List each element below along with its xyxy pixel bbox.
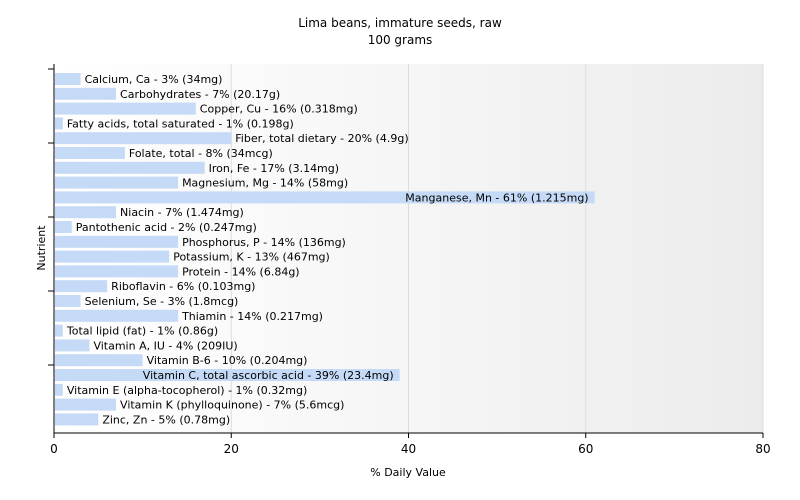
bar bbox=[55, 280, 108, 293]
bar-label: Total lipid (fat) - 1% (0.86g) bbox=[66, 325, 218, 338]
bar bbox=[55, 265, 179, 278]
bar-label: Iron, Fe - 17% (3.14mg) bbox=[209, 162, 339, 175]
bar bbox=[55, 250, 170, 263]
bar-label: Selenium, Se - 3% (1.8mcg) bbox=[85, 295, 239, 308]
bar-label: Phosphorus, P - 14% (136mg) bbox=[182, 236, 346, 249]
x-ticks: 0 20 40 60 80 bbox=[48, 68, 771, 456]
bar bbox=[55, 324, 63, 337]
bar bbox=[55, 354, 143, 367]
x-axis-label: % Daily Value bbox=[370, 466, 446, 479]
bars: Calcium, Ca - 3% (34mg) Carbohydrates - 7… bbox=[55, 73, 595, 426]
bar-label: Vitamin E (alpha-tocopherol) - 1% (0.32m… bbox=[67, 384, 307, 397]
bar-label: Fatty acids, total saturated - 1% (0.198… bbox=[67, 117, 294, 130]
bar bbox=[55, 369, 400, 381]
bar-label: Niacin - 7% (1.474mg) bbox=[120, 206, 244, 219]
bar-label: Fiber, total dietary - 20% (4.9g) bbox=[235, 132, 408, 145]
x-tick-label: 60 bbox=[578, 442, 593, 456]
bar-label: Vitamin C, total ascorbic acid - 39% (23… bbox=[143, 369, 394, 382]
y-axis-label: Nutrient bbox=[35, 225, 48, 271]
bar bbox=[55, 87, 117, 100]
bar bbox=[55, 398, 117, 411]
bar-label: Folate, total - 8% (34mcg) bbox=[129, 147, 273, 160]
bar bbox=[55, 73, 81, 85]
bar bbox=[55, 309, 179, 322]
bar bbox=[55, 339, 90, 352]
bar-label: Riboflavin - 6% (0.103mg) bbox=[111, 280, 255, 293]
x-tick-label: 0 bbox=[50, 442, 58, 456]
bar bbox=[55, 117, 63, 130]
bar bbox=[55, 206, 117, 219]
bar-label: Protein - 14% (6.84g) bbox=[182, 265, 300, 278]
bar bbox=[55, 132, 232, 145]
bar bbox=[55, 176, 179, 189]
bar-label: Copper, Cu - 16% (0.318mg) bbox=[200, 103, 358, 116]
x-tick-label: 40 bbox=[401, 442, 416, 456]
bar bbox=[55, 383, 63, 396]
bar-label: Potassium, K - 13% (467mg) bbox=[173, 251, 330, 264]
chart-title: Lima beans, immature seeds, raw bbox=[298, 16, 502, 30]
bar-label: Vitamin B-6 - 10% (0.204mg) bbox=[147, 354, 308, 367]
bar-label: Thiamin - 14% (0.217mg) bbox=[181, 310, 323, 323]
bar bbox=[55, 221, 72, 233]
bar bbox=[55, 295, 81, 307]
bar bbox=[55, 413, 99, 426]
bar bbox=[55, 191, 595, 204]
bar-label: Vitamin A, IU - 4% (209IU) bbox=[93, 339, 237, 352]
bar-label: Vitamin K (phylloquinone) - 7% (5.6mcg) bbox=[120, 399, 344, 412]
x-tick-label: 20 bbox=[224, 442, 239, 456]
bar-label: Pantothenic acid - 2% (0.247mg) bbox=[76, 221, 257, 234]
bar bbox=[55, 235, 179, 248]
bar-label: Manganese, Mn - 61% (1.215mg) bbox=[405, 191, 588, 204]
bar bbox=[55, 147, 125, 159]
chart-subtitle: 100 grams bbox=[368, 33, 433, 47]
bar bbox=[55, 102, 196, 115]
bar-label: Magnesium, Mg - 14% (58mg) bbox=[182, 177, 348, 190]
bar-label: Zinc, Zn - 5% (0.78mg) bbox=[102, 413, 230, 426]
bar-label: Calcium, Ca - 3% (34mg) bbox=[85, 73, 223, 86]
bar-label: Carbohydrates - 7% (20.17g) bbox=[120, 88, 280, 101]
bar bbox=[55, 161, 205, 174]
x-tick-label: 80 bbox=[755, 442, 770, 456]
